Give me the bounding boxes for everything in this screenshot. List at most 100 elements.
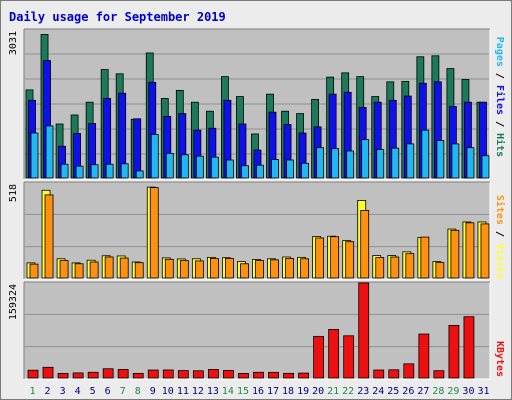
visits-bar-sites-day-22 [345, 241, 355, 279]
hits-bar-pages-day-8 [135, 170, 144, 179]
hits-bar-pages-day-29 [451, 143, 460, 179]
day-labels: 1 2 3 4 5 6 7 8 9 10 11 12 13 14 15 16 17 18 19 20 21 22 23 24 2… [30, 386, 490, 397]
hits-bar-pages-day-2 [45, 125, 54, 179]
visits-bar-sites-day-15 [240, 263, 249, 279]
day-label-8: 8 [135, 386, 141, 397]
day-label-4: 4 [75, 386, 81, 397]
day-label-23: 23 [357, 386, 369, 397]
hits-bar-pages-day-30 [466, 147, 475, 179]
visits-bar-sites-day-29 [450, 229, 460, 279]
day-label-13: 13 [207, 386, 219, 397]
hits-bar-pages-day-22 [346, 150, 355, 179]
kbytes-bar-kbytes-day-16 [253, 371, 264, 379]
kbytes-axis-max-label: 159324 [8, 284, 19, 320]
hits-bar-pages-day-15 [241, 165, 249, 179]
day-label-26: 26 [402, 386, 414, 397]
kbytes-bar-kbytes-day-1 [27, 369, 39, 379]
hits-bar-pages-day-20 [316, 147, 325, 179]
hits-bar-pages-day-3 [60, 163, 69, 179]
hits-bar-pages-day-13 [210, 156, 219, 179]
day-label-20: 20 [312, 386, 324, 397]
day-label-16: 16 [252, 386, 264, 397]
kbytes-bar-kbytes-day-2 [42, 366, 54, 379]
kbytes-bar-kbytes-day-25 [388, 369, 400, 379]
visits-bar-sites-day-20 [315, 237, 325, 279]
hits-bar-pages-day-12 [195, 155, 204, 179]
hits-bar-pages-day-19 [301, 162, 309, 179]
kbytes-legend-kbytes: KBytes [494, 341, 505, 377]
hits-bar-pages-day-7 [120, 163, 129, 179]
day-label-2: 2 [45, 386, 51, 397]
kbytes-bar-kbytes-day-7 [117, 369, 129, 379]
visits-bar-sites-day-7 [119, 257, 129, 279]
visits-bar-sites-day-18 [285, 258, 294, 279]
hits-legend-sep: / [494, 115, 505, 133]
visits-bar-sites-day-30 [465, 222, 475, 279]
day-label-18: 18 [282, 386, 294, 397]
visits-bar-sites-day-25 [390, 256, 400, 279]
hits-bar-pages-day-23 [361, 139, 370, 179]
visits-bar-sites-day-21 [330, 236, 340, 279]
hits-bar-pages-day-16 [256, 164, 264, 179]
hits-bar-pages-day-4 [75, 165, 84, 179]
day-label-9: 9 [150, 386, 156, 397]
hits-bar-pages-day-21 [331, 148, 340, 179]
hits-legend-files: Files [494, 85, 506, 115]
day-label-22: 22 [342, 386, 354, 397]
visits-bar-sites-day-10 [164, 258, 174, 279]
day-label-31: 31 [477, 386, 489, 397]
visits-bar-sites-day-26 [405, 253, 415, 279]
kbytes-bar-kbytes-day-11 [177, 370, 189, 379]
day-label-25: 25 [387, 386, 399, 397]
hits-bar-pages-day-27 [421, 129, 430, 179]
day-label-24: 24 [372, 386, 384, 397]
hits-legend-sep: / [494, 67, 505, 85]
kbytes-bar-kbytes-day-14 [223, 370, 234, 379]
kbytes-bar-kbytes-day-30 [463, 316, 475, 379]
day-label-11: 11 [177, 386, 189, 397]
kbytes-bar-kbytes-day-8 [132, 372, 144, 379]
day-label-28: 28 [432, 386, 444, 397]
visits-bar-sites-day-6 [104, 256, 114, 279]
visits-legend-sep: / [494, 225, 505, 243]
kbytes-bar-kbytes-day-10 [162, 369, 174, 379]
hits-bar-pages-day-6 [105, 163, 114, 179]
hits-legend-hits: Hits [494, 133, 506, 157]
hits-bar-pages-day-25 [391, 147, 400, 179]
hits-bar-pages-day-11 [180, 154, 189, 179]
kbytes-bar-kbytes-day-17 [268, 371, 279, 379]
visits-bar-sites-day-17 [270, 259, 279, 279]
visits-bar-sites-day-19 [300, 258, 309, 279]
day-label-17: 17 [267, 386, 279, 397]
visits-bar-sites-day-23 [360, 209, 370, 279]
day-label-6: 6 [105, 386, 111, 397]
chart-marks [25, 34, 490, 379]
visits-bar-sites-day-16 [255, 260, 264, 279]
visits-bar-sites-day-9 [149, 187, 159, 279]
hits-bar-pages-day-18 [286, 159, 294, 179]
kbytes-bar-kbytes-day-24 [373, 369, 385, 379]
kbytes-bar-kbytes-day-9 [147, 369, 159, 379]
visits-bar-sites-day-11 [179, 260, 189, 279]
kbytes-bar-kbytes-day-5 [87, 371, 99, 379]
day-label-7: 7 [120, 386, 126, 397]
day-label-3: 3 [60, 386, 66, 397]
kbytes-bar-kbytes-day-15 [238, 373, 249, 379]
kbytes-bar-kbytes-day-22 [343, 335, 355, 379]
kbytes-bar-kbytes-day-18 [283, 372, 294, 379]
kbytes-legend: KBytes [494, 341, 505, 377]
visits-legend-sites: Sites [494, 195, 506, 225]
kbytes-bar-kbytes-day-28 [433, 370, 445, 379]
kbytes-bar-kbytes-day-6 [102, 368, 114, 379]
kbytes-bar-kbytes-day-27 [418, 333, 430, 379]
day-label-19: 19 [297, 386, 309, 397]
kbytes-bar-kbytes-day-13 [207, 369, 219, 379]
hits-bar-pages-day-31 [481, 155, 490, 179]
day-label-30: 30 [462, 386, 474, 397]
kbytes-bar-kbytes-day-12 [192, 370, 204, 379]
day-label-29: 29 [447, 386, 459, 397]
visits-legend-visits: Visits [494, 243, 506, 279]
visits-bar-sites-day-13 [209, 258, 219, 279]
